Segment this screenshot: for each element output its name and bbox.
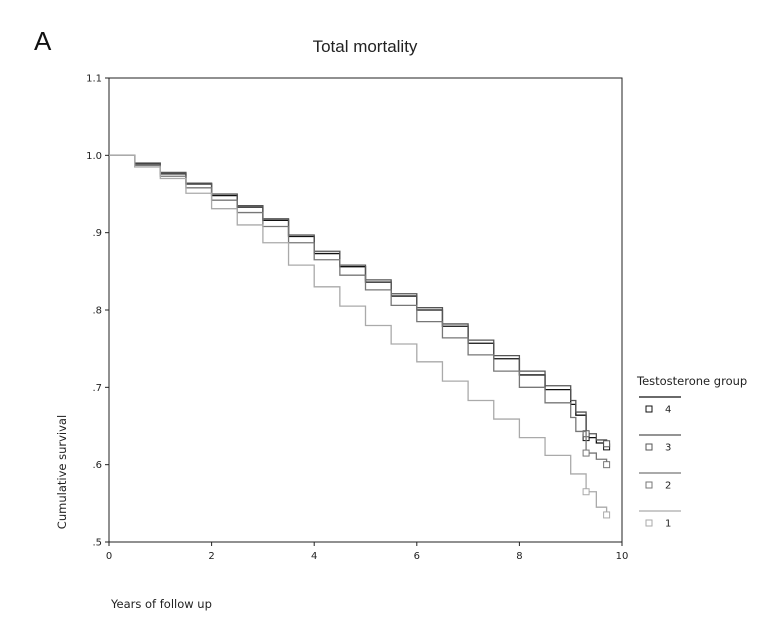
y-tick-label: .6 [92,460,102,471]
y-tick-label: .8 [92,306,102,317]
y-tick-label: .9 [92,228,102,239]
x-tick-label: 4 [311,551,317,562]
legend-marker-1 [645,519,653,527]
censor-marker-3 [603,440,611,448]
legend-marker-4 [645,405,653,413]
panel-label: A [34,26,52,56]
x-axis: 0 2 4 6 8 10 [106,542,629,562]
series-line-1 [109,154,608,515]
y-axis-label: Cumulative survival [55,415,69,529]
legend-label-1: 1 [665,519,671,530]
censor-marker-2 [582,449,590,457]
legend-label-2: 2 [665,481,671,492]
legend-marker-3 [645,443,653,451]
legend-title: Testosterone group [636,374,747,388]
y-tick-label: .7 [92,383,102,394]
y-tick-label: 1.1 [86,74,102,85]
y-tick-label: 1.0 [86,151,102,162]
series-line-4 [109,154,608,447]
series-line-2 [109,154,608,465]
legend: Testosterone group 4 3 2 1 [636,374,747,530]
series-line-3 [109,154,608,444]
censor-marker-1 [582,488,590,496]
x-tick-label: 10 [616,551,629,562]
legend-label-4: 4 [665,405,671,416]
censor-marker-1 [603,511,611,519]
chart-title: Total mortality [313,37,418,56]
x-axis-label: Years of follow up [110,597,212,611]
x-tick-label: 0 [106,551,112,562]
legend-label-3: 3 [665,443,671,454]
y-axis: .5 .6 .7 .8 .9 1.0 1.1 [86,74,109,549]
censor-marker-2 [603,461,611,469]
series-group [109,154,611,519]
x-tick-label: 8 [516,551,522,562]
x-tick-label: 2 [208,551,214,562]
x-tick-label: 6 [414,551,420,562]
y-tick-label: .5 [92,538,102,549]
legend-marker-2 [645,481,653,489]
